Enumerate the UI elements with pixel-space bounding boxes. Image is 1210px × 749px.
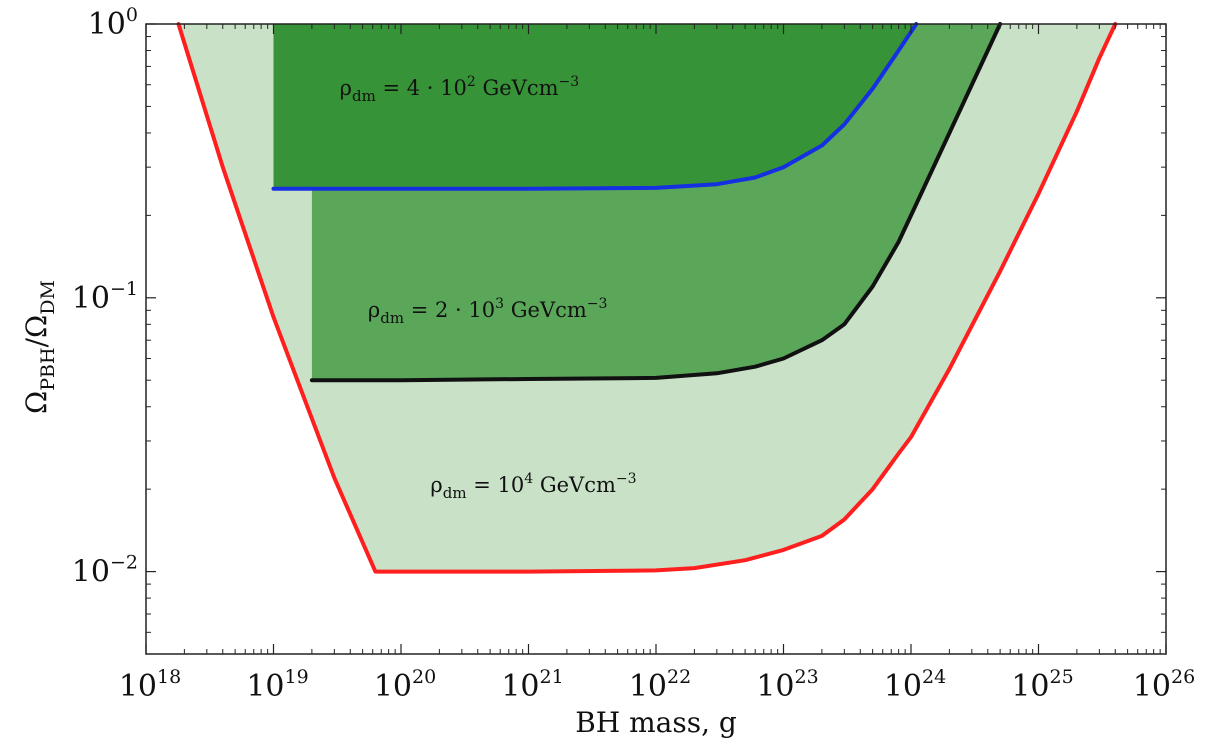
boundary-curves <box>176 22 1118 574</box>
x-tick-label-2: 1020 <box>374 666 436 704</box>
annotation-3: ρdm = 4 · 102 GeVcm−3 <box>340 74 580 105</box>
x-tick-label-7: 1025 <box>1011 666 1073 704</box>
region-fills <box>178 24 1116 572</box>
x-tick-label-4: 1022 <box>629 666 691 704</box>
chart-text: 1018 1019 1020 1021 1022 1023 1024 1025 1026 100 1… <box>20 4 1195 739</box>
y-tick-label-0: 100 <box>88 4 138 42</box>
x-tick-label-6: 1024 <box>884 666 946 704</box>
curve-3 <box>271 22 919 191</box>
y-tick-label-2: 10−2 <box>72 552 138 590</box>
axis-ticks <box>145 23 1167 655</box>
x-axis-title: BH mass, g <box>575 706 737 739</box>
annotation-2: ρdm = 2 · 103 GeVcm−3 <box>368 296 608 327</box>
x-tick-label-1: 1019 <box>246 666 308 704</box>
region-fill-3 <box>273 24 917 189</box>
y-tick-label-1: 10−1 <box>72 278 138 316</box>
curve-1 <box>176 22 1118 574</box>
annotation-1: ρdm = 104 GeVcm−3 <box>430 471 636 502</box>
x-tick-label-3: 1021 <box>501 666 563 704</box>
curve-2 <box>309 22 1003 383</box>
y-axis-title: ΩPBH/ΩDM <box>20 280 59 414</box>
x-tick-label-8: 1026 <box>1133 666 1195 704</box>
x-tick-label-5: 1023 <box>756 666 818 704</box>
x-tick-label-0: 1018 <box>119 666 181 704</box>
